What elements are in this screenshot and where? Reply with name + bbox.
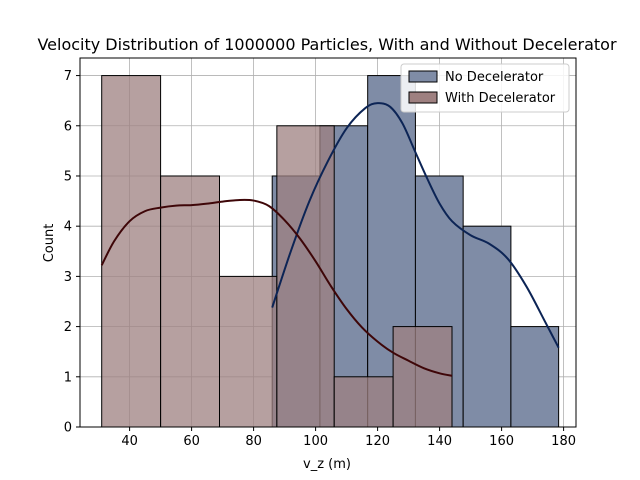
x-tick-label: 60	[183, 434, 200, 449]
bars-layer	[101, 75, 560, 428]
x-tick-label: 180	[551, 434, 576, 449]
y-tick-label: 7	[64, 69, 72, 84]
y-tick-label: 0	[64, 421, 72, 436]
x-tick-label: 140	[427, 434, 452, 449]
y-tick-label: 5	[64, 169, 72, 184]
x-tick-label: 40	[121, 434, 138, 449]
x-axis-label: v_z (m)	[303, 457, 351, 472]
kde-line-with-decelerator	[100, 198, 453, 377]
legend-swatch-no-decelerator	[408, 70, 438, 83]
y-tick-label: 3	[64, 270, 72, 285]
histogram-bar-with-decelerator	[333, 376, 394, 428]
y-tick-label: 6	[64, 119, 72, 134]
histogram-bar-with-decelerator	[160, 175, 221, 428]
histogram-bar-with-decelerator	[392, 326, 453, 428]
axes-layer: 40 60 80 100 120 140 160 180 0 1 2 3 4 5 6 7	[64, 57, 577, 449]
y-tick-label: 4	[64, 220, 72, 235]
legend-swatch-with-decelerator	[408, 91, 438, 104]
histogram-bar-no-decelerator	[462, 225, 512, 428]
y-axis-label: Count	[42, 224, 57, 263]
histogram-bar-with-decelerator	[101, 75, 162, 428]
legend-label-no-decelerator: No Decelerator	[445, 70, 544, 85]
x-tick-label: 80	[245, 434, 262, 449]
x-tick-label: 120	[365, 434, 390, 449]
kde-line-no-decelerator	[271, 102, 560, 349]
plot-frame	[79, 57, 577, 428]
y-tick-label: 2	[64, 320, 72, 335]
legend-label-with-decelerator: With Decelerator	[445, 91, 556, 106]
kde-layer	[100, 102, 560, 377]
x-tick-label: 100	[303, 434, 328, 449]
x-tick-label: 160	[489, 434, 514, 449]
y-tick-label: 1	[64, 370, 72, 385]
legend-box	[400, 63, 570, 113]
histogram-bar-with-decelerator	[219, 275, 278, 428]
histogram-bar-no-decelerator	[510, 326, 560, 428]
legend: No Decelerator With Decelerator	[400, 63, 570, 113]
chart-title: Velocity Distribution of 1000000 Particl…	[37, 35, 617, 54]
